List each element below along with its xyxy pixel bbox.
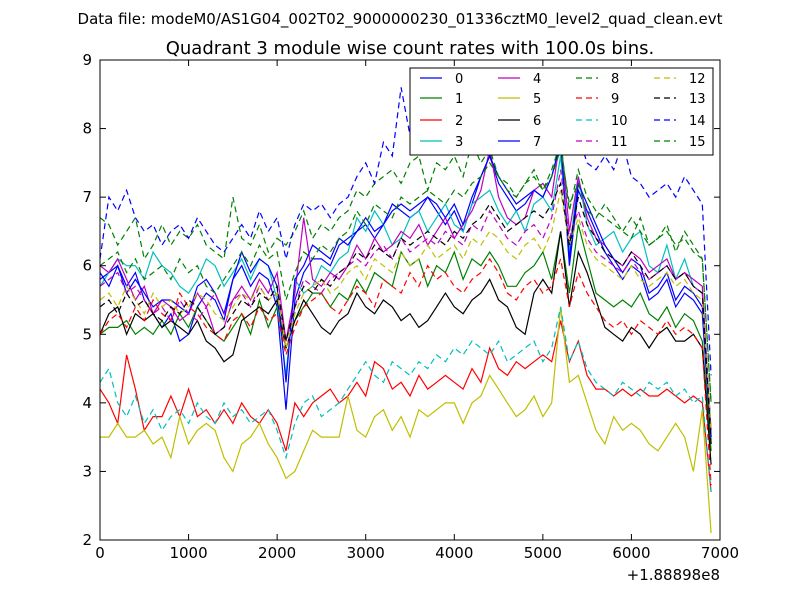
x-tick-label: 3000	[347, 544, 385, 562]
legend-label-9: 9	[611, 92, 619, 107]
chart-title: Quadrant 3 module wise count rates with …	[166, 38, 655, 59]
legend-label-4: 4	[533, 72, 541, 87]
series-line-9	[99, 257, 712, 486]
series-line-14	[99, 71, 712, 376]
series-line-13	[99, 181, 712, 445]
legend-label-1: 1	[455, 92, 463, 107]
series-line-6	[99, 231, 712, 465]
y-tick-label: 2	[82, 531, 92, 549]
y-tick-label: 5	[82, 325, 92, 343]
x-tick-label: 7000	[701, 544, 739, 562]
x-tick-label: 5000	[524, 544, 562, 562]
series-line-11	[99, 169, 712, 431]
legend-label-2: 2	[455, 114, 463, 129]
x-tick-label: 2000	[258, 544, 296, 562]
x-tick-label: 1000	[169, 544, 207, 562]
legend-label-13: 13	[689, 92, 706, 107]
series-line-15	[99, 142, 712, 403]
datafile-label: Data file: modeM0/AS1G04_002T02_90000002…	[78, 10, 723, 29]
legend-label-5: 5	[533, 92, 541, 107]
series-line-5	[100, 306, 712, 534]
axes-frame	[99, 59, 721, 541]
x-offset-label: +1.88898e8	[627, 566, 720, 584]
legend-label-12: 12	[689, 72, 706, 87]
legend-label-11: 11	[611, 135, 628, 150]
y-tick-label: 4	[82, 394, 92, 412]
series-layer	[99, 71, 712, 534]
ticks-layer: 0 1000 2000 3000 4000 5000 6000 7000 2 3 4 5 6 7 8 9	[82, 51, 739, 562]
legend-label-8: 8	[611, 72, 619, 87]
y-tick-label: 7	[82, 188, 92, 206]
series-line-12	[99, 190, 712, 431]
legend-box	[409, 67, 714, 156]
legend-label-7: 7	[533, 135, 541, 150]
y-tick-label: 3	[82, 462, 92, 480]
legend-label-3: 3	[455, 135, 463, 150]
legend-label-10: 10	[611, 114, 628, 129]
series-line-3	[99, 155, 712, 431]
x-tick-label: 0	[95, 544, 105, 562]
x-tick-label: 4000	[435, 544, 473, 562]
series-line-7	[99, 142, 712, 438]
legend-label-15: 15	[689, 135, 706, 150]
x-tick-label: 6000	[612, 544, 650, 562]
series-line-8	[99, 140, 712, 403]
y-tick-label: 8	[82, 120, 92, 138]
y-tick-label: 6	[82, 257, 92, 275]
series-line-10	[99, 306, 712, 493]
legend-label-0: 0	[455, 72, 463, 87]
y-tick-label: 9	[82, 51, 92, 69]
legend-label-6: 6	[533, 114, 541, 129]
legend-label-14: 14	[689, 114, 706, 129]
